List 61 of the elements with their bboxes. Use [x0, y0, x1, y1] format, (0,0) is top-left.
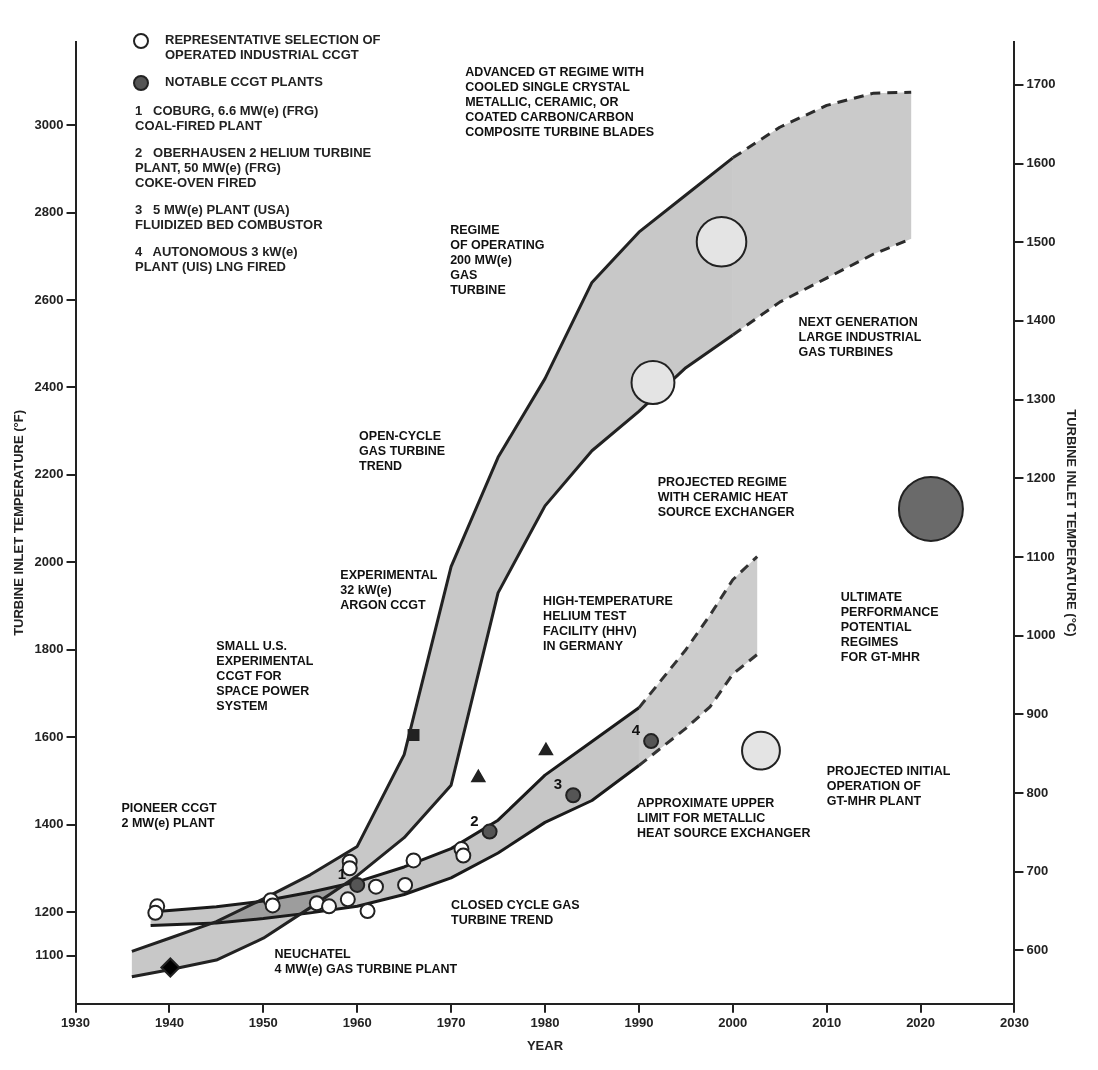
legend-label: NOTABLE CCGT PLANTS: [165, 74, 324, 89]
y-tick-label: 1600: [34, 728, 64, 744]
y2-tick-label: 800: [1026, 784, 1049, 800]
x-tick-label: 2020: [906, 1015, 936, 1031]
x-tick-label: 1990: [624, 1015, 654, 1031]
y-tick-label: 1800: [34, 641, 64, 657]
y2-tick-label: 1100: [1026, 548, 1055, 564]
annotation: PROJECTED REGIME WITH CERAMIC HEAT SOURCE EXCHANGER: [657, 475, 795, 520]
annotation: 1 COBURG, 6.6 MW(e) (FRG) COAL-FIRED PLANT: [135, 103, 320, 133]
x-tick-label: 1930: [61, 1015, 90, 1031]
x-tick-label: 1940: [154, 1015, 184, 1031]
annotation: ADVANCED GT REGIME WITH COOLED SINGLE CRYSTAL METALLIC, CERAMIC, OR COATED CARBON/CARBON COMPOSITE TURBINE BLADES: [465, 64, 655, 139]
x-tick-label: 2000: [718, 1015, 748, 1031]
y-tick-label: 1100: [35, 947, 64, 963]
y2-tick-label: 1000: [1026, 627, 1056, 643]
annotation: CLOSED CYCLE GAS TURBINE TREND: [451, 897, 580, 927]
annotation: 1: [337, 865, 347, 883]
annotation: 2 OBERHAUSEN 2 HELIUM TURBINE PLANT, 50 MW(e) (FRG) COKE-OVEN FIRED: [135, 145, 373, 190]
annotation: 3 5 MW(e) PLANT (USA) FLUIDIZED BED COMBUSTOR: [135, 202, 324, 232]
y-tick-label: 2600: [34, 291, 64, 307]
y-tick-label: 1400: [34, 816, 64, 832]
annotation: PROJECTED INITIAL OPERATION OF GT-MHR PLANT: [826, 763, 951, 808]
annotation: EXPERIMENTAL 32 kW(e) ARGON CCGT: [340, 567, 438, 612]
annotation: 4 AUTONOMOUS 3 kW(e) PLANT (UIS) LNG FIRED: [135, 244, 299, 274]
y2-tick-label: 1300: [1026, 391, 1056, 407]
y-tick-label: 2800: [34, 204, 64, 220]
annotation: ULTIMATE PERFORMANCE POTENTIAL REGIMES FOR GT-MHR: [840, 589, 939, 664]
annotation: APPROXIMATE UPPER LIMIT FOR METALLIC HEAT SOURCE EXCHANGER: [637, 795, 811, 840]
x-tick-label: 1960: [342, 1015, 372, 1031]
y-tick-label: 2200: [34, 466, 64, 482]
y2-tick-label: 1600: [1026, 155, 1056, 171]
y2-tick-label: 900: [1026, 705, 1049, 721]
y2-tick-label: 600: [1026, 942, 1049, 958]
annotation: 3: [553, 775, 563, 793]
y2-tick-label: 1500: [1026, 233, 1056, 249]
annotation: NEXT GENERATION LARGE INDUSTRIAL GAS TURBINES: [798, 314, 922, 359]
y2-axis-title: TURBINE INLET TEMPERATURE (°C): [1063, 409, 1079, 637]
x-tick-label: 1950: [248, 1015, 278, 1031]
legend-label: REPRESENTATIVE SELECTION OF OPERATED INDUSTRIAL CCGT: [165, 32, 382, 62]
annotation: REGIME OF OPERATING 200 MW(e) GAS TURBINE: [450, 223, 545, 298]
y-tick-label: 2400: [34, 378, 64, 394]
x-tick-label: 1980: [530, 1015, 560, 1031]
y2-tick-label: 1400: [1026, 312, 1056, 328]
y-tick-label: 2000: [34, 553, 64, 569]
x-axis-title: YEAR: [526, 1037, 564, 1053]
x-tick-label: 2030: [1000, 1015, 1029, 1031]
annotation: 2: [470, 811, 479, 829]
y2-tick-label: 1200: [1026, 469, 1056, 485]
annotation: HIGH-TEMPERATURE HELIUM TEST FACILITY (HHV) IN GERMANY: [543, 593, 673, 653]
x-tick-label: 2010: [812, 1015, 842, 1031]
annotation: OPEN-CYCLE GAS TURBINE TREND: [359, 429, 446, 474]
annotation: SMALL U.S. EXPERIMENTAL CCGT FOR SPACE POWER SYSTEM: [216, 638, 314, 713]
annotation: NEUCHATEL 4 MW(e) GAS TURBINE PLANT: [274, 946, 458, 976]
y-tick-label: 3000: [34, 116, 64, 132]
annotation: PIONEER CCGT 2 MW(e) PLANT: [121, 800, 218, 830]
annotation: 4: [631, 721, 641, 739]
y2-tick-label: 1700: [1026, 76, 1056, 92]
x-tick-label: 1970: [436, 1015, 466, 1031]
y-tick-label: 1200: [34, 903, 64, 919]
y2-tick-label: 700: [1026, 863, 1049, 879]
y-axis-title: TURBINE INLET TEMPERATURE (°F): [11, 409, 27, 636]
